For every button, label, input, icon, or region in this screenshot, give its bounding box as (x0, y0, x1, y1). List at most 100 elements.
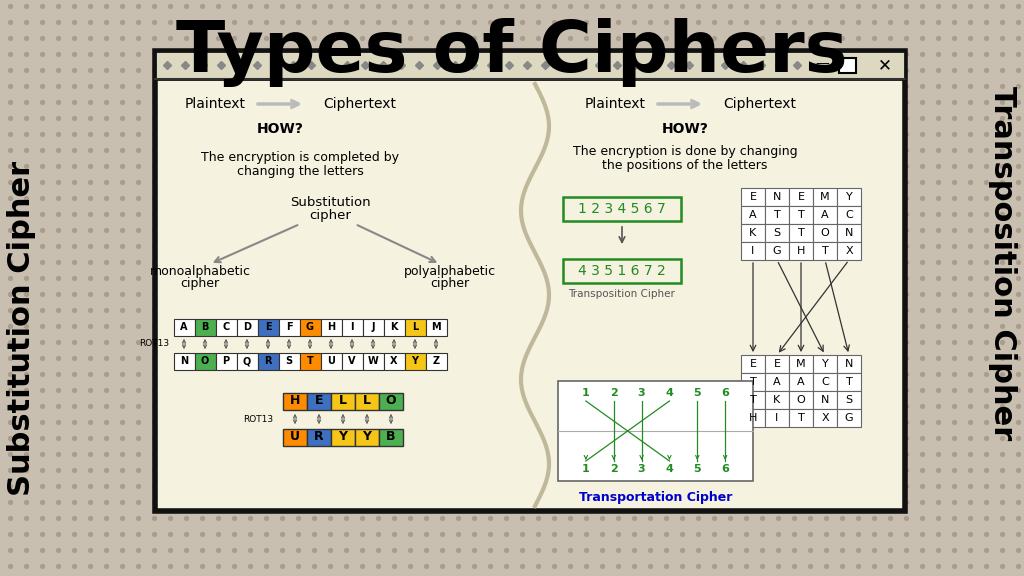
Bar (790, 391, 813, 409)
Bar (741, 373, 765, 391)
Bar (173, 319, 195, 335)
Text: H: H (327, 322, 335, 332)
Bar (837, 409, 861, 427)
Bar (813, 224, 837, 242)
Text: C: C (845, 210, 853, 220)
Bar (362, 319, 384, 335)
Text: A: A (773, 377, 781, 387)
Text: Y: Y (821, 359, 828, 369)
Text: S: S (773, 228, 780, 238)
Text: H: H (290, 395, 300, 407)
Text: T: T (846, 377, 852, 387)
Text: M: M (431, 322, 440, 332)
Bar (426, 319, 446, 335)
Text: N: N (845, 359, 853, 369)
Text: X: X (390, 356, 397, 366)
Text: V: V (348, 356, 355, 366)
Text: A: A (821, 210, 828, 220)
Text: C: C (821, 377, 828, 387)
Bar (741, 242, 765, 260)
Text: 4: 4 (666, 464, 674, 474)
Text: 1 2 3 4 5 6 7: 1 2 3 4 5 6 7 (579, 202, 666, 216)
Text: C: C (222, 322, 229, 332)
Text: changing the letters: changing the letters (237, 165, 364, 179)
Text: T: T (750, 395, 757, 405)
Bar (279, 319, 299, 335)
Bar (837, 355, 861, 373)
Bar (283, 392, 307, 410)
Text: O: O (201, 356, 209, 366)
Bar (765, 188, 790, 206)
Bar (765, 224, 790, 242)
Bar (790, 188, 813, 206)
Text: P: P (222, 356, 229, 366)
Bar (837, 188, 861, 206)
Text: G: G (845, 413, 853, 423)
Bar (299, 353, 321, 369)
Text: Types of Ciphers: Types of Ciphers (176, 18, 848, 87)
Text: E: E (264, 322, 271, 332)
Text: 2: 2 (610, 388, 617, 398)
Text: N: N (845, 228, 853, 238)
Bar (813, 391, 837, 409)
Text: K: K (750, 228, 757, 238)
Text: A: A (750, 210, 757, 220)
Bar (155, 51, 905, 79)
Text: W: W (368, 356, 379, 366)
Text: S: S (286, 356, 293, 366)
Bar (195, 319, 215, 335)
Text: A: A (798, 377, 805, 387)
Text: T: T (750, 377, 757, 387)
Bar (321, 319, 341, 335)
Bar (813, 188, 837, 206)
Bar (741, 355, 765, 373)
Text: N: N (773, 192, 781, 202)
Text: D: D (243, 322, 251, 332)
Bar (813, 242, 837, 260)
Text: 4: 4 (666, 388, 674, 398)
Text: Q: Q (243, 356, 251, 366)
Text: S: S (846, 395, 853, 405)
Bar (765, 242, 790, 260)
Text: I: I (350, 322, 353, 332)
Text: Substitution Cipher: Substitution Cipher (7, 161, 37, 496)
Text: 6: 6 (721, 388, 729, 398)
Bar (237, 353, 257, 369)
Bar (215, 353, 237, 369)
Text: E: E (750, 192, 757, 202)
Text: L: L (412, 322, 418, 332)
Bar (379, 392, 403, 410)
Bar (741, 206, 765, 224)
Bar (837, 373, 861, 391)
Text: The encryption is done by changing: The encryption is done by changing (572, 145, 798, 157)
Bar (765, 409, 790, 427)
Bar (765, 391, 790, 409)
Text: Substitution: Substitution (290, 195, 371, 209)
Bar (237, 319, 257, 335)
Bar (355, 429, 379, 445)
Bar (813, 373, 837, 391)
Text: T: T (773, 210, 780, 220)
Text: polyalphabetic: polyalphabetic (403, 264, 496, 278)
Text: M: M (797, 359, 806, 369)
Text: Transposition Cipher: Transposition Cipher (568, 289, 676, 299)
Text: 1: 1 (582, 464, 590, 474)
Text: R: R (314, 430, 324, 444)
Text: —: — (815, 58, 828, 72)
Bar (790, 409, 813, 427)
Bar (379, 429, 403, 445)
Text: ROT13: ROT13 (139, 339, 169, 348)
Text: N: N (180, 356, 188, 366)
Bar (257, 319, 279, 335)
Bar (790, 224, 813, 242)
Text: L: L (362, 395, 371, 407)
Bar (741, 409, 765, 427)
Bar (384, 353, 404, 369)
Bar (741, 391, 765, 409)
Text: 4 3 5 1 6 7 2: 4 3 5 1 6 7 2 (579, 264, 666, 278)
Text: E: E (750, 359, 757, 369)
Bar (173, 353, 195, 369)
Text: U: U (327, 356, 335, 366)
Text: T: T (798, 210, 805, 220)
Text: J: J (372, 322, 375, 332)
